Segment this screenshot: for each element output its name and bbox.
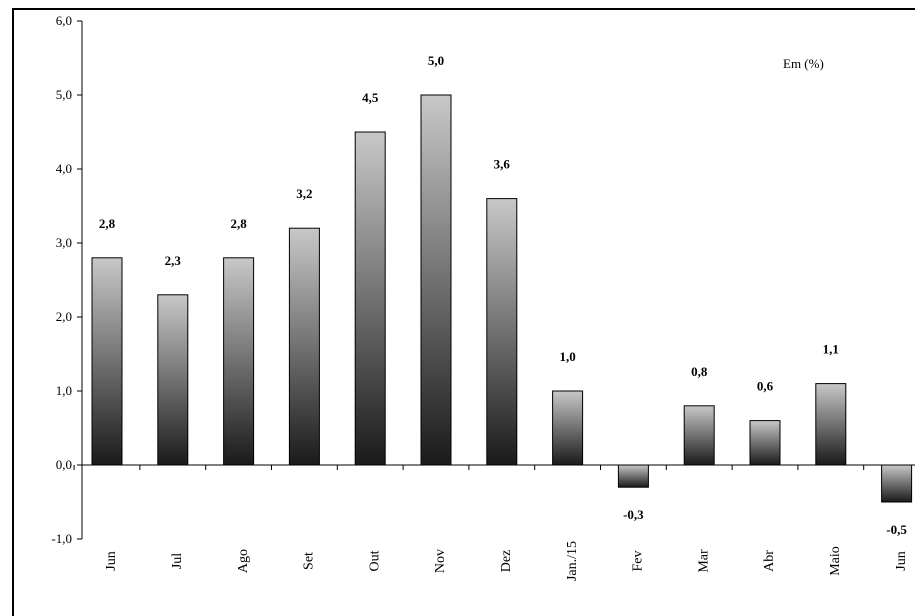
y-tick-label: 1,0	[56, 383, 72, 398]
bar	[420, 94, 452, 466]
category-label: Maio	[828, 546, 843, 576]
data-label: 3,2	[296, 186, 312, 201]
data-label: 2,8	[230, 216, 247, 231]
category-label: Jun	[894, 551, 909, 570]
category-label: Fev	[631, 551, 646, 572]
data-label: 2,8	[99, 216, 116, 231]
category-label: Ago	[236, 549, 251, 573]
bar	[288, 227, 320, 466]
bar	[91, 257, 123, 466]
data-label: 3,6	[494, 157, 511, 172]
bar	[881, 464, 913, 503]
y-tick-label: 6,0	[56, 13, 72, 28]
data-label: 0,8	[691, 364, 708, 379]
category-label: Jun	[104, 551, 119, 570]
category-label: Dez	[499, 550, 514, 573]
unit-note: Em (%)	[783, 56, 824, 71]
category-label: Set	[302, 552, 317, 570]
data-label: 2,3	[165, 253, 182, 268]
data-label: 4,5	[362, 90, 379, 105]
bar	[683, 405, 715, 466]
category-label: Out	[367, 550, 382, 571]
category-label: Abr	[762, 550, 777, 572]
category-label: Nov	[433, 549, 448, 573]
bar	[552, 390, 584, 466]
category-label: Jul	[170, 553, 185, 569]
bar	[617, 464, 649, 488]
y-tick-label: 0,0	[56, 457, 72, 472]
bar	[223, 257, 255, 466]
y-tick-label: 5,0	[56, 87, 72, 102]
data-label: 1,0	[559, 349, 575, 364]
y-tick-label: -1,0	[51, 531, 72, 546]
bar	[486, 198, 518, 466]
bar	[354, 131, 386, 466]
axis-layer: -1,0 0,0 1,0 2,0 3,0 4,0 5,0 6,0	[51, 13, 915, 546]
bars-layer	[91, 94, 913, 503]
data-label: -0,3	[623, 507, 644, 522]
data-label: -0,5	[886, 522, 907, 537]
category-label: Mar	[696, 549, 711, 573]
category-label: Jan./15	[565, 541, 580, 581]
labels-layer: 2,8 Jun 2,3 Jul 2,8 Ago 3,2 Set 4,5 Out 5,0 Nov 3,6 D…	[99, 53, 909, 581]
data-label: 5,0	[428, 53, 444, 68]
bar	[749, 420, 781, 466]
data-label: 0,6	[757, 379, 774, 394]
y-tick-label: 4,0	[56, 161, 72, 176]
y-tick-label: 2,0	[56, 309, 72, 324]
y-tick-label: 3,0	[56, 235, 72, 250]
bar	[815, 383, 847, 466]
bar	[157, 294, 189, 466]
data-label: 1,1	[823, 342, 839, 357]
